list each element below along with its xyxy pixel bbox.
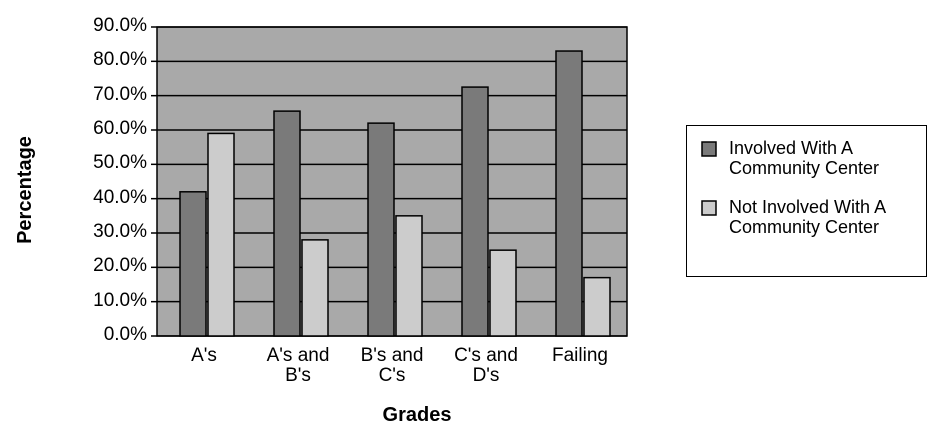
legend-swatch (701, 200, 717, 216)
bar (367, 122, 395, 337)
y-tick-label: 70.0% (93, 83, 147, 105)
legend-label: Involved With A Community Center (729, 138, 880, 178)
y-tick-label: 50.0% (93, 152, 147, 174)
x-axis-title: Grades (382, 404, 452, 426)
legend-label: Not Involved With A Community Center (729, 197, 886, 237)
bar (395, 215, 423, 337)
bar (301, 239, 329, 337)
y-tick-label: 40.0% (93, 186, 147, 208)
y-tick-label: 0.0% (103, 324, 147, 345)
y-tick-label: 20.0% (93, 255, 147, 277)
bar (273, 110, 301, 337)
y-axis-title: Percentage (14, 136, 36, 244)
bar (207, 132, 235, 337)
legend-box (686, 125, 927, 277)
y-tick-label: 10.0% (93, 289, 147, 311)
y-tick-label: 90.0% (93, 15, 147, 36)
bar (461, 86, 489, 337)
legend-swatch (701, 141, 717, 157)
bar (179, 191, 207, 337)
bar (555, 50, 583, 337)
y-tick-label: 80.0% (93, 49, 147, 71)
x-tick-label: B's and C's (360, 345, 424, 386)
x-tick-label: A's and B's (266, 345, 330, 386)
bar (583, 276, 611, 337)
x-tick-label: Failing (552, 345, 608, 366)
x-tick-label: C's and D's (454, 345, 518, 386)
y-tick-label: 60.0% (93, 118, 147, 139)
y-tick-label: 30.0% (93, 221, 147, 242)
bar (489, 249, 517, 337)
x-tick-label: A's (191, 345, 217, 366)
